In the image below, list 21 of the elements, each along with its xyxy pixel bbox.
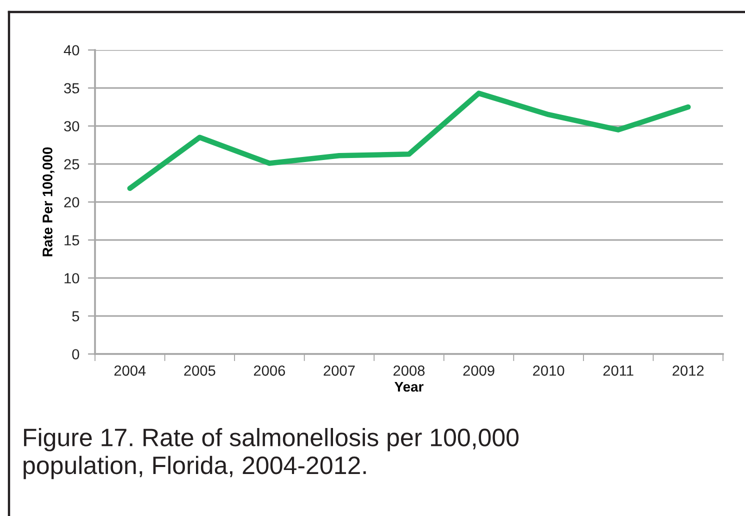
caption: Figure 17. Rate of salmonellosis per 100,000 population, Florida, 2004-2012. [24, 428, 519, 480]
y-tick-label: 25 [64, 159, 80, 170]
x-axis-title: Year [394, 382, 424, 392]
x-tick-label: 2005 [184, 365, 216, 376]
x-tick-label: 2011 [603, 365, 634, 376]
x-tick-label: 2010 [533, 365, 564, 376]
y-tick-label: 15 [64, 235, 80, 246]
y-tick-label: 5 [72, 311, 80, 322]
y-tick-label: 20 [64, 197, 80, 208]
y-axis-title: Rate Per 100,000 [42, 147, 54, 256]
y-tick-label: 30 [64, 121, 80, 132]
y-tick-label: 10 [64, 273, 80, 284]
y-tick-label: 40 [64, 45, 80, 56]
x-tick-label: 2007 [324, 365, 355, 376]
x-tick-label: 2006 [254, 365, 286, 376]
x-tick-label: 2012 [672, 365, 704, 376]
x-tick-label: 2004 [114, 365, 146, 376]
y-tick-label: 35 [64, 83, 80, 94]
x-tick-label: 2009 [463, 365, 494, 376]
x-tick-label: 2008 [394, 365, 425, 376]
y-tick-label: 0 [72, 349, 80, 360]
